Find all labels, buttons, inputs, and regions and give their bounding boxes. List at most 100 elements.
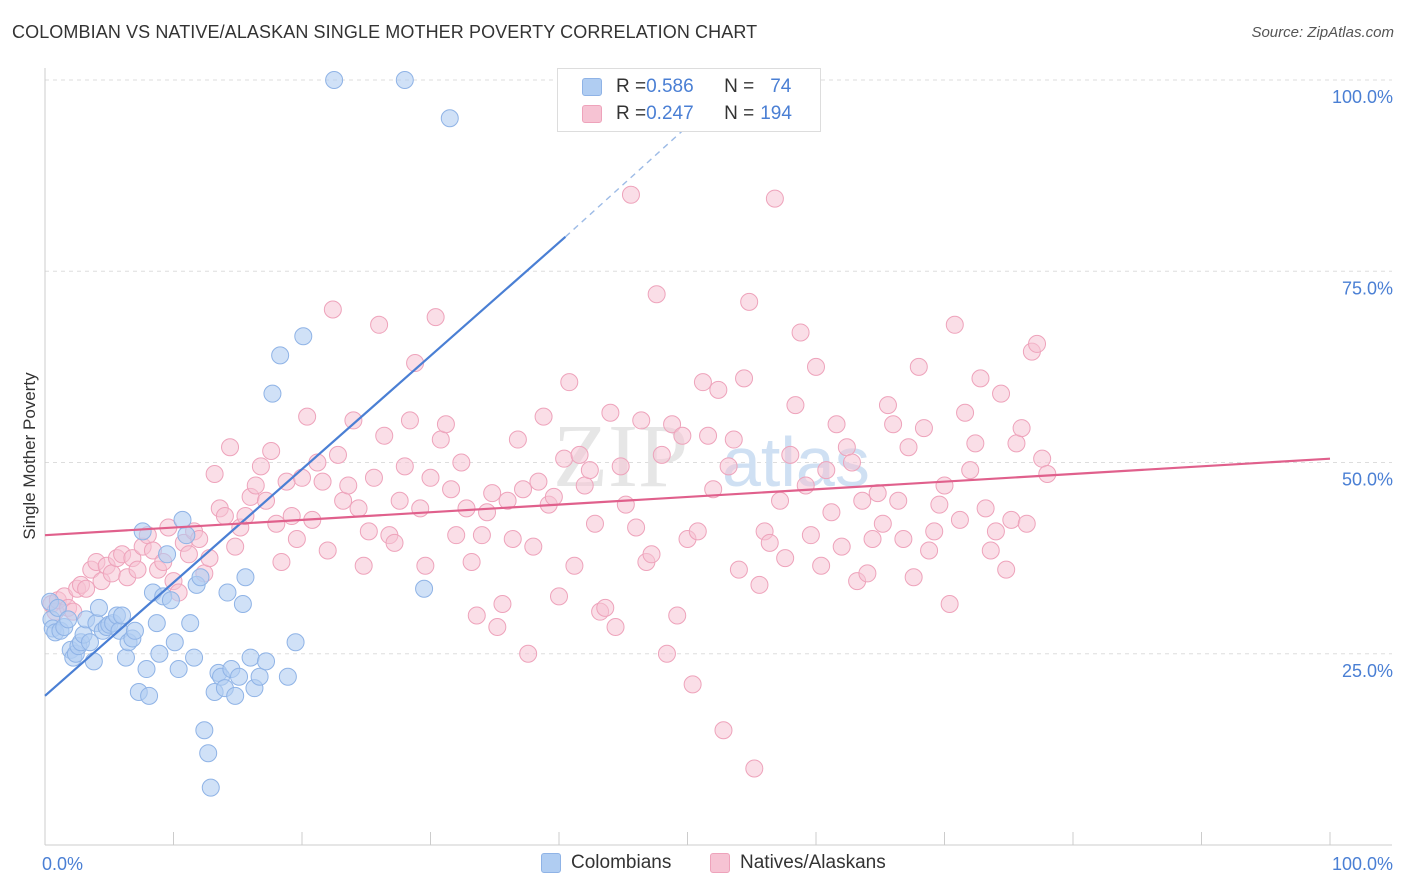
- native-point: [822, 503, 841, 522]
- colombian-point: [137, 660, 156, 679]
- native-point: [318, 541, 337, 560]
- legend-n-value: 194: [760, 103, 792, 124]
- colombian-point: [59, 610, 78, 629]
- x-ticks: [44, 832, 1331, 845]
- native-point: [729, 560, 748, 579]
- native-point: [339, 476, 358, 495]
- native-point: [760, 533, 779, 552]
- native-point: [714, 721, 733, 740]
- native-point: [642, 545, 661, 564]
- native-point: [478, 503, 497, 522]
- native-point: [786, 396, 805, 415]
- native-point: [914, 419, 933, 438]
- native-point: [616, 495, 635, 514]
- source-label: Source: ZipAtlas.com: [1251, 24, 1394, 41]
- native-point: [421, 468, 440, 487]
- native-point: [596, 598, 615, 617]
- natives-points: [42, 185, 1057, 778]
- native-point: [334, 491, 353, 510]
- native-point: [791, 323, 810, 342]
- y-tick-labels: 25.0% 50.0% 75.0% 100.0%: [1332, 87, 1393, 681]
- x-tick-labels: 0.0% 100.0%: [42, 854, 1393, 874]
- native-point: [585, 514, 604, 533]
- native-point: [205, 464, 224, 483]
- native-point: [267, 514, 286, 533]
- native-point: [930, 495, 949, 514]
- native-point: [483, 484, 502, 503]
- colombian-point: [278, 667, 297, 686]
- native-point: [462, 552, 481, 571]
- native-point: [128, 560, 147, 579]
- colombian-point: [165, 633, 184, 652]
- native-point: [313, 472, 332, 491]
- native-point: [215, 507, 234, 526]
- native-point: [221, 438, 240, 457]
- native-point: [807, 357, 825, 376]
- colombian-point: [286, 633, 305, 652]
- native-point: [842, 453, 861, 472]
- native-point: [1002, 510, 1021, 529]
- native-point: [925, 522, 944, 541]
- native-point: [693, 373, 712, 392]
- gridlines: [45, 79, 1392, 655]
- y-tick-label: 100.0%: [1332, 87, 1393, 107]
- axes: [44, 68, 1392, 846]
- native-point: [899, 438, 918, 457]
- native-point: [950, 510, 969, 529]
- native-point: [550, 587, 568, 606]
- native-point: [884, 415, 903, 434]
- native-point: [529, 472, 548, 491]
- native-point: [251, 457, 270, 476]
- native-point: [801, 526, 820, 545]
- colombian-point: [226, 686, 245, 705]
- native-point: [436, 415, 455, 434]
- colombian-point: [250, 667, 269, 686]
- native-point: [508, 430, 527, 449]
- legend-row-natives: R = 0.247 N = 194: [582, 102, 792, 126]
- native-point: [668, 606, 687, 625]
- colombian-point: [395, 71, 414, 89]
- native-point: [431, 430, 450, 449]
- native-point: [858, 564, 877, 583]
- native-point: [1012, 419, 1031, 438]
- native-point: [488, 617, 507, 636]
- native-point: [740, 292, 759, 311]
- native-point: [997, 560, 1016, 579]
- native-point: [77, 579, 96, 598]
- native-point: [503, 530, 522, 548]
- native-point: [555, 449, 574, 468]
- colombian-point: [236, 568, 255, 587]
- native-point: [580, 461, 599, 480]
- colombian-point: [241, 648, 260, 667]
- bottom-legend-label: Colombians: [571, 852, 672, 873]
- native-point: [323, 300, 342, 319]
- native-point: [1033, 449, 1052, 468]
- colombian-point: [150, 644, 169, 663]
- colombian-point: [325, 71, 344, 89]
- legend-swatch-pink: [582, 105, 602, 123]
- native-point: [354, 556, 373, 575]
- colombian-point: [158, 545, 177, 564]
- native-point: [750, 575, 769, 594]
- x-tick-label-start: 0.0%: [42, 854, 83, 874]
- native-point: [246, 476, 265, 495]
- native-point: [544, 487, 563, 506]
- native-point: [868, 484, 887, 503]
- native-point: [452, 453, 471, 472]
- colombian-point: [440, 109, 459, 128]
- legend-r-value: 0.247: [646, 103, 694, 124]
- native-point: [102, 564, 121, 583]
- native-point: [426, 308, 445, 327]
- native-point: [956, 403, 975, 422]
- colombian-point: [140, 686, 159, 705]
- native-point: [524, 537, 543, 556]
- native-point: [781, 445, 800, 464]
- native-point: [657, 644, 676, 663]
- colombian-point: [116, 648, 135, 667]
- native-point: [765, 189, 784, 208]
- native-point: [442, 480, 461, 499]
- native-point: [493, 595, 512, 614]
- native-point: [621, 185, 640, 204]
- colombian-point: [271, 346, 290, 365]
